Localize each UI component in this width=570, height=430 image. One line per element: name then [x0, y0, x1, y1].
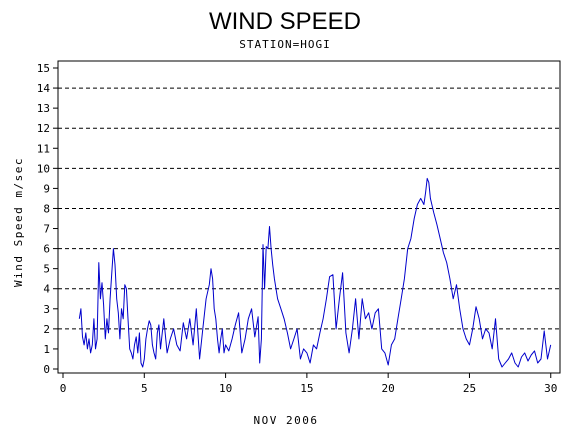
- x-tick-label: 20: [382, 382, 395, 395]
- x-tick-label: 10: [219, 382, 232, 395]
- y-tick-label: 13: [37, 102, 50, 115]
- plot-frame: [57, 60, 561, 374]
- y-tick-label: 14: [37, 82, 51, 95]
- y-tick-label: 9: [43, 182, 50, 195]
- x-tick-label: 30: [544, 382, 557, 395]
- y-tick-label: 8: [43, 202, 50, 215]
- y-tick-label: 12: [37, 122, 50, 135]
- y-tick-label: 2: [43, 323, 50, 336]
- x-axis-ticks: 0 5 10 15 20 25 30: [60, 373, 557, 395]
- y-tick-label: 3: [43, 303, 50, 316]
- series-line: [78, 177, 552, 368]
- x-axis-label: NOV 2006: [254, 414, 319, 427]
- y-tick-label: 4: [43, 283, 50, 296]
- gridlines: [58, 87, 560, 330]
- x-tick-label: 5: [141, 382, 148, 395]
- y-tick-label: 11: [37, 142, 50, 155]
- y-tick-label: 1: [43, 343, 50, 356]
- y-tick-label: 15: [37, 62, 50, 75]
- chart-subtitle: STATION=HOGI: [239, 38, 330, 51]
- chart-title: WIND SPEED: [209, 8, 361, 35]
- x-tick-label: 25: [463, 382, 476, 395]
- y-tick-label: 7: [43, 223, 50, 236]
- y-axis-label: Wind Speed m/sec: [12, 157, 25, 287]
- x-tick-label: 15: [300, 382, 313, 395]
- y-tick-label: 5: [43, 263, 50, 276]
- x-tick-label: 0: [60, 382, 67, 395]
- data-series: [78, 177, 552, 368]
- y-tick-label: 10: [37, 162, 50, 175]
- y-tick-label: 6: [43, 243, 50, 256]
- y-tick-label: 0: [43, 363, 50, 376]
